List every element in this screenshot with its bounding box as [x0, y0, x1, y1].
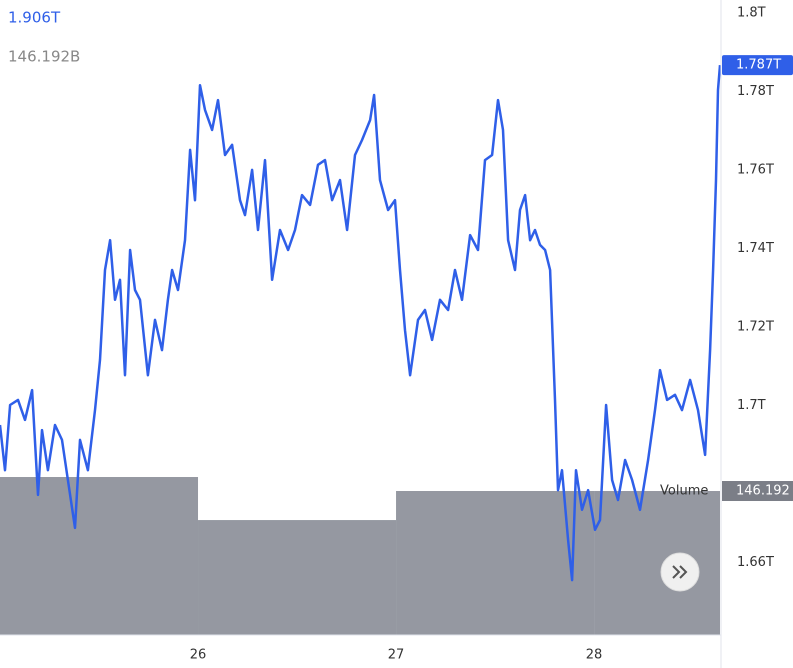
price-layer: 1.66T 1.7T 1.72T 1.74T 1.76T 1.78T 1.8T 26 27 28	[0, 5, 774, 663]
volume-name: Volume	[660, 484, 708, 499]
y-tick-label: 1.8T	[737, 5, 766, 20]
price-line	[0, 64, 722, 582]
y-tick-label: 1.66T	[737, 555, 774, 570]
button-icon[interactable]	[672, 565, 688, 579]
volume-bar	[396, 490, 595, 635]
volume-label-box	[722, 481, 793, 502]
y-tick-label: 1.78T	[737, 84, 774, 99]
y-tick-label: 1.72T	[737, 319, 774, 334]
price-label: 1.787T	[736, 58, 781, 73]
y-tick-label: 1.7T	[737, 398, 766, 413]
volume-bar	[198, 520, 397, 635]
volume-bar	[0, 477, 199, 635]
x-tick-label: 27	[388, 648, 405, 663]
volume-layer	[0, 477, 720, 635]
y-tick-label: 1.76T	[737, 162, 774, 177]
y-tick-label: 1.74T	[737, 241, 774, 256]
header-value: 1.906T	[8, 9, 61, 27]
header-volume: 146.192B	[8, 48, 80, 66]
volume-bar	[594, 491, 720, 635]
x-tick-label: 26	[190, 648, 207, 663]
volume-label: 146.192	[736, 484, 790, 499]
price-label-box	[722, 55, 793, 76]
scroll-button[interactable]	[660, 552, 700, 592]
x-tick-label: 28	[586, 648, 603, 663]
